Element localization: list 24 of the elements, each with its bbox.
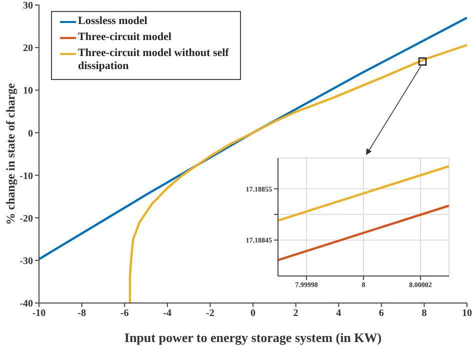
x-axis-title: Input power to energy storage system (in KW)	[124, 330, 382, 345]
legend-label: Three-circuit model without self dissipation	[78, 47, 230, 73]
x-tick-label: -2	[206, 308, 214, 320]
x-tick-label: 6	[378, 308, 384, 320]
x-tick-label: 10	[462, 308, 472, 320]
legend-label: Lossless model	[78, 15, 148, 28]
line-series	[39, 16, 467, 260]
y-tick-label: -40	[20, 298, 33, 310]
y-tick-label: 10	[23, 86, 33, 97]
x-tick-label: 4	[336, 308, 342, 320]
x-tick-label: 2	[293, 308, 298, 320]
y-tick-label: 0	[28, 128, 33, 140]
legend-label: Three-circuit model	[78, 31, 172, 44]
x-tick-label: -8	[78, 308, 86, 320]
y-axis-title: % change in state of charge	[3, 82, 18, 225]
y-tick-label: -30	[20, 256, 33, 267]
x-tick-label: 8	[422, 308, 427, 320]
x-tick-label: -10	[32, 308, 46, 320]
y-tick-label: -10	[20, 170, 33, 182]
y-tick-label: -20	[20, 213, 33, 224]
x-tick-label: -4	[163, 308, 172, 320]
y-tick-label: 20	[23, 43, 33, 54]
y-tick-label: 30	[23, 0, 33, 12]
x-tick-label: -6	[120, 308, 129, 320]
